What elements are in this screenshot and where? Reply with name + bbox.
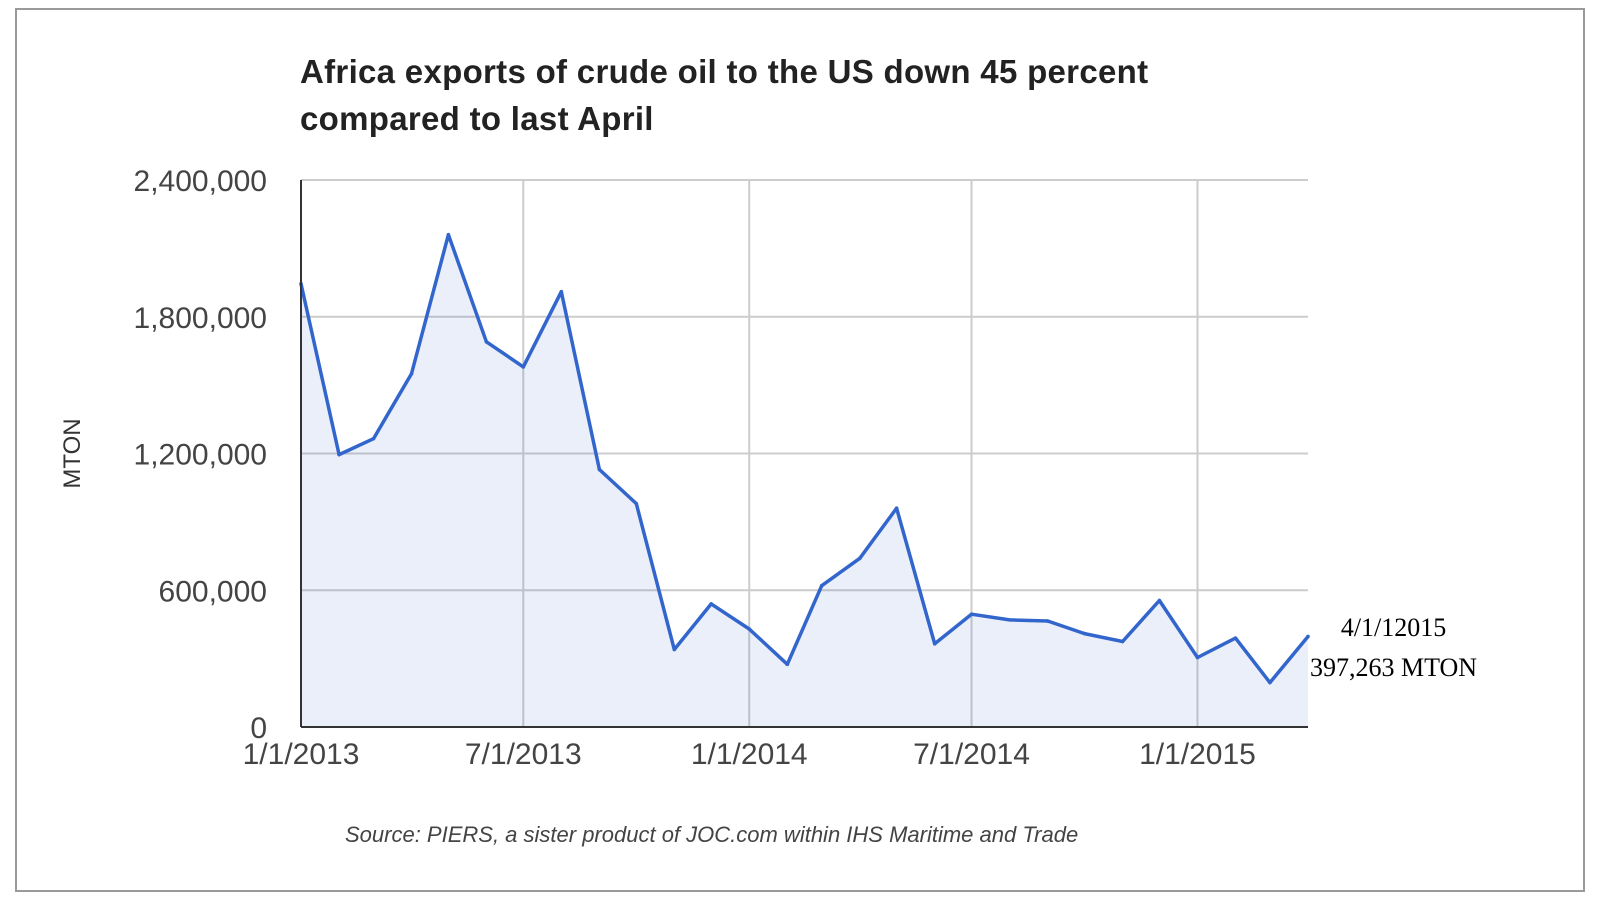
data-point	[747, 627, 752, 631]
chart-title-line-1: Africa exports of crude oil to the US do…	[300, 53, 1149, 90]
x-tick-label: 7/1/2013	[465, 738, 582, 771]
y-tick-label: 0	[250, 712, 267, 745]
y-tick-label: 1,200,000	[134, 439, 267, 472]
data-point	[559, 289, 564, 294]
chart-title: Africa exports of crude oil to the US do…	[300, 48, 1360, 142]
chart-title-line-2: compared to last April	[300, 100, 654, 137]
data-point	[932, 642, 937, 646]
data-point	[1233, 636, 1238, 640]
data-point	[709, 602, 713, 606]
data-point	[894, 506, 899, 511]
data-point	[1157, 598, 1162, 603]
data-point	[1045, 619, 1050, 623]
data-point	[597, 467, 602, 472]
y-tick-label: 600,000	[159, 575, 267, 608]
series-area	[301, 234, 1308, 727]
x-tick-label: 1/1/2014	[691, 738, 808, 771]
data-point	[857, 556, 862, 561]
data-point	[371, 436, 376, 441]
data-point	[409, 371, 414, 376]
chart-frame	[15, 8, 1585, 892]
data-point	[446, 232, 451, 237]
y-axis-label: MTON	[59, 418, 86, 488]
data-point	[337, 452, 341, 457]
data-point	[819, 583, 824, 588]
data-point	[1195, 655, 1200, 660]
x-tick-label: 1/1/2015	[1139, 738, 1256, 771]
x-tick-label: 1/1/2013	[243, 738, 360, 771]
data-point	[521, 365, 526, 369]
data-point	[672, 647, 677, 652]
source-note: Source: PIERS, a sister product of JOC.c…	[345, 822, 1079, 847]
y-tick-label: 1,800,000	[134, 302, 267, 335]
y-tick-label: 2,400,000	[134, 165, 267, 198]
data-point	[1120, 639, 1125, 644]
data-point	[1082, 631, 1087, 636]
x-tick-label: 7/1/2014	[913, 738, 1030, 771]
last-point-annotation: 4/1/12015 397,263 MTON	[1310, 608, 1477, 688]
series-line	[299, 232, 1310, 685]
data-point	[785, 662, 790, 667]
annotation-value: 397,263 MTON	[1310, 653, 1478, 682]
data-point	[634, 501, 639, 506]
data-point	[1007, 618, 1012, 622]
data-point	[1306, 634, 1310, 639]
data-point	[969, 612, 974, 616]
data-point	[484, 340, 489, 344]
data-point	[1268, 680, 1272, 685]
annotation-date: 4/1/12015	[1340, 613, 1447, 642]
